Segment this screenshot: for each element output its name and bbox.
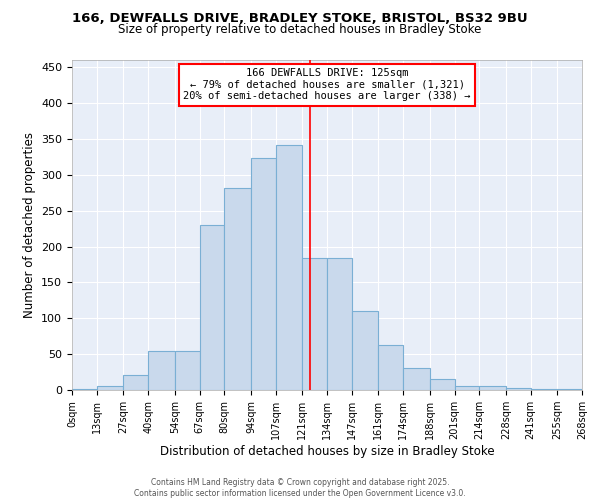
Bar bbox=[557, 388, 582, 390]
Bar bbox=[175, 350, 199, 390]
X-axis label: Distribution of detached houses by size in Bradley Stoke: Distribution of detached houses by size … bbox=[160, 445, 494, 458]
Text: Size of property relative to detached houses in Bradley Stoke: Size of property relative to detached ho… bbox=[118, 22, 482, 36]
Bar bbox=[479, 386, 506, 390]
Text: 166 DEWFALLS DRIVE: 125sqm
← 79% of detached houses are smaller (1,321)
20% of s: 166 DEWFALLS DRIVE: 125sqm ← 79% of deta… bbox=[183, 68, 471, 102]
Text: Contains HM Land Registry data © Crown copyright and database right 2025.
Contai: Contains HM Land Registry data © Crown c… bbox=[134, 478, 466, 498]
Bar bbox=[506, 388, 530, 390]
Bar bbox=[72, 388, 97, 390]
Bar bbox=[148, 350, 175, 390]
Bar bbox=[251, 158, 275, 390]
Bar bbox=[224, 188, 251, 390]
Bar bbox=[455, 386, 479, 390]
Bar bbox=[302, 258, 327, 390]
Bar bbox=[379, 345, 403, 390]
Bar bbox=[199, 225, 224, 390]
Bar bbox=[327, 258, 352, 390]
Text: 166, DEWFALLS DRIVE, BRADLEY STOKE, BRISTOL, BS32 9BU: 166, DEWFALLS DRIVE, BRADLEY STOKE, BRIS… bbox=[72, 12, 528, 26]
Y-axis label: Number of detached properties: Number of detached properties bbox=[23, 132, 35, 318]
Bar bbox=[352, 311, 379, 390]
Bar bbox=[97, 386, 124, 390]
Bar bbox=[124, 375, 148, 390]
Bar bbox=[275, 144, 302, 390]
Bar bbox=[403, 368, 430, 390]
Bar bbox=[530, 388, 557, 390]
Bar bbox=[430, 378, 455, 390]
